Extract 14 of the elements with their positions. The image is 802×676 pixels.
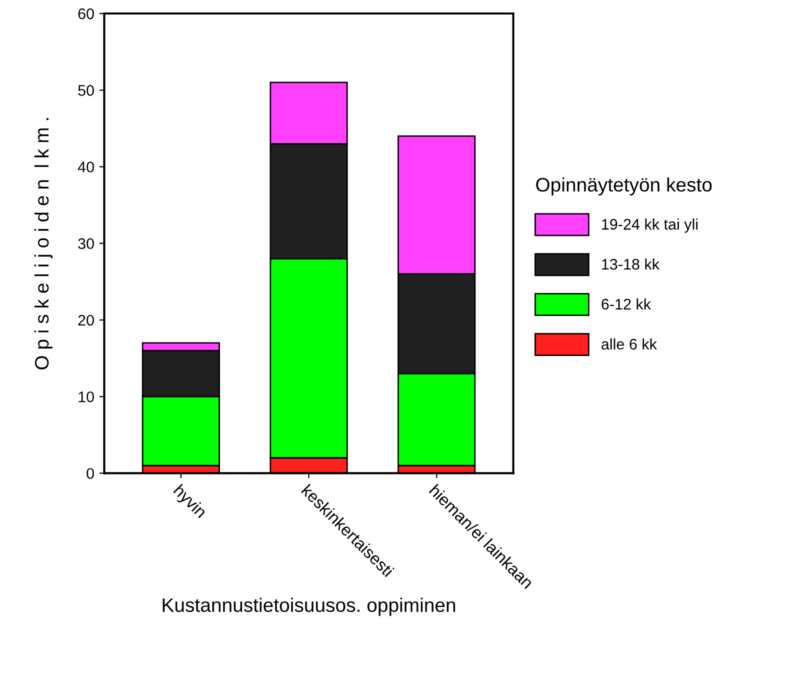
y-tick-label: 0 <box>86 468 94 479</box>
legend-label: 13-18 kk <box>602 258 660 270</box>
y-tick-label: 50 <box>78 85 94 96</box>
y-axis-title: O p i s k e l i j o i d e n l k m . <box>34 118 53 370</box>
legend-label: 6-12 kk <box>602 298 652 310</box>
y-tick-label: 30 <box>78 238 94 250</box>
legend-label: 19-24 kk tai yli <box>602 218 698 233</box>
legend-label: alle 6 kk <box>602 338 657 350</box>
y-tick-label: 40 <box>78 162 94 172</box>
y-tick-label: 10 <box>78 391 94 402</box>
legend-title: Opinnäytetyön kesto <box>536 177 712 196</box>
y-tick-label: 60 <box>78 8 94 20</box>
x-axis-title: Kustannustietoisuusos. oppiminen <box>162 598 456 616</box>
y-tick-label: 20 <box>78 314 94 326</box>
